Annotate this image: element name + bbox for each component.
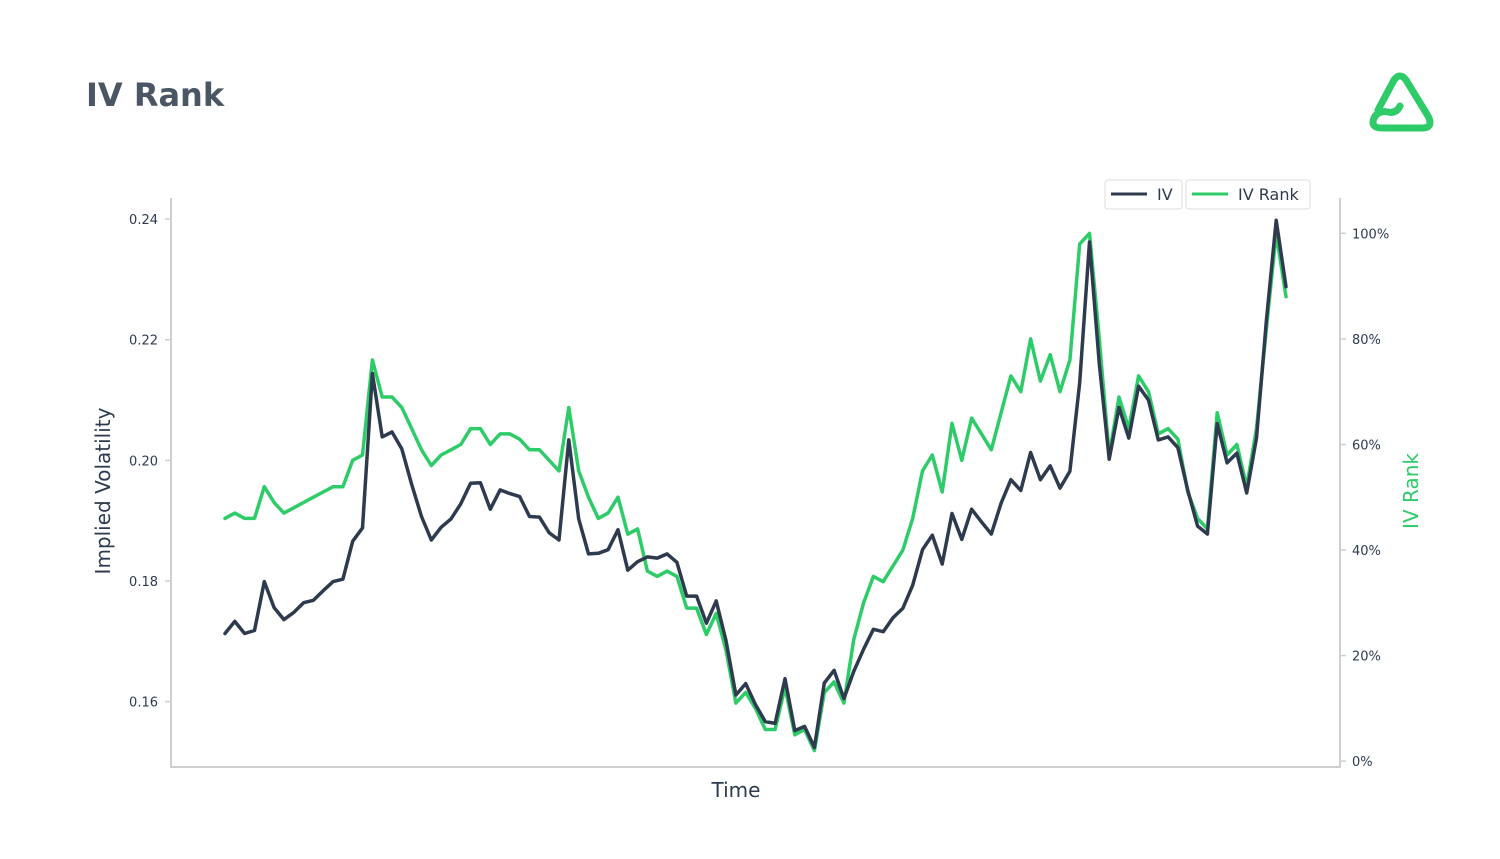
right-tick-label: 60%: [1352, 438, 1381, 453]
series-line-iv: [223, 218, 1288, 750]
page-title: IV Rank: [86, 76, 225, 114]
axes: [170, 198, 1341, 768]
right-axis-ticks: 100% 80% 60% 40% 20% 0%: [1340, 227, 1389, 770]
x-axis-title: Time: [711, 778, 761, 802]
legend-label-iv-rank: IV Rank: [1238, 185, 1299, 204]
series-layer: [223, 218, 1288, 753]
brand-logo-icon: [1369, 72, 1434, 132]
right-tick-label: 80%: [1352, 333, 1381, 348]
series-line-iv-rank: [223, 231, 1288, 753]
left-tick-label: 0.16: [129, 696, 158, 711]
left-tick-label: 0.24: [129, 213, 158, 228]
left-tick-label: 0.22: [129, 334, 158, 349]
right-tick-label: 0%: [1352, 755, 1373, 770]
legend-label-iv: IV: [1157, 185, 1173, 204]
y-axis-title: Implied Volatility: [91, 407, 115, 574]
left-tick-label: 0.18: [129, 575, 158, 590]
legend-box-iv-rank: [1185, 179, 1311, 210]
left-tick-label: 0.20: [129, 454, 158, 469]
y2-axis-title: IV Rank: [1399, 453, 1423, 529]
legend: IV IV Rank: [1104, 179, 1311, 210]
right-tick-label: 100%: [1352, 227, 1389, 242]
left-axis-ticks: 0.24 0.22 0.20 0.18 0.16: [129, 213, 171, 711]
right-tick-label: 40%: [1352, 544, 1381, 559]
right-tick-label: 20%: [1352, 650, 1381, 665]
